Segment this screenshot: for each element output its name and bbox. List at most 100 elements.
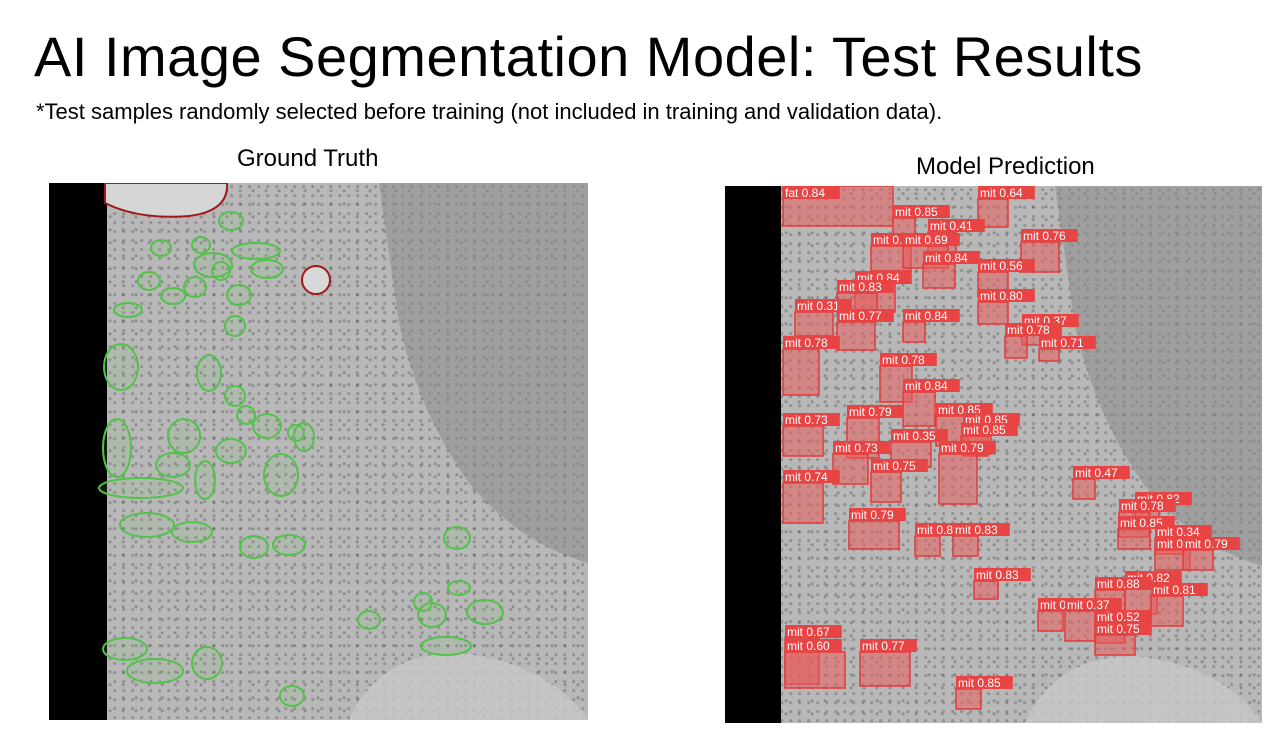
detection-label: mit 0.83 (955, 523, 998, 537)
detection-label-bg (961, 423, 1018, 436)
detection-box: mit 0.75 (1094, 622, 1152, 656)
mitochondrion-outline (194, 460, 216, 500)
mitochondrion-outline (224, 315, 246, 337)
detection-box: mit 0.73 (832, 441, 890, 485)
detection-mask (902, 321, 926, 343)
detection-label: mit 0.34 (1157, 525, 1200, 539)
detection-label: mit 0.31 (797, 299, 840, 313)
detection-box: mit 0.77 (836, 309, 894, 351)
mitochondrion-outline (119, 512, 175, 538)
mitochondrion-outline (287, 424, 305, 442)
detection-label-bg (978, 289, 1035, 302)
detection-label-bg (923, 251, 980, 264)
nucleus-region-bottom (349, 653, 588, 720)
mitochondrion-outline (263, 453, 299, 497)
detection-label: mit 0.79 (851, 508, 894, 522)
detection-label: mit 0.37 (1067, 598, 1110, 612)
detection-mask (1094, 634, 1136, 656)
detection-label-bg (956, 676, 1013, 689)
detection-label: mit 0.78 (1121, 499, 1164, 513)
detection-label-bg (837, 280, 894, 293)
detection-label: mit 0.76 (1023, 229, 1066, 243)
detection-label-bg (953, 523, 1010, 536)
mitochondrion-outline (443, 526, 471, 550)
ground-truth-overlay (49, 183, 588, 720)
detection-label: mit 0.83 (976, 568, 1019, 582)
mitochondrion-outline (191, 646, 223, 680)
detection-label-bg (1151, 583, 1208, 596)
detection-label: mit 0.47 (1075, 466, 1118, 480)
detection-mask (977, 301, 1009, 325)
mitochondrion-outline (226, 284, 252, 306)
detection-mask (782, 482, 824, 524)
detection-mask (1182, 549, 1214, 571)
mitochondrion-outline (215, 438, 247, 464)
detection-label-bg (903, 309, 960, 322)
detection-label: mit 0.78 (882, 353, 925, 367)
detection-mask (1150, 595, 1184, 627)
mitochondrion-outline (252, 413, 282, 439)
detection-mask (782, 348, 820, 396)
mitochondrion-outline (102, 637, 148, 661)
detection-mask (848, 520, 900, 550)
detection-label-bg (1073, 466, 1130, 479)
detection-label: mit 0.84 (925, 251, 968, 265)
mitochondrion-outline (103, 343, 139, 391)
detection-label-bg (891, 429, 948, 442)
detection-label: mit 0.75 (1097, 622, 1140, 636)
detection-label: mit 0.73 (785, 413, 828, 427)
detection-label-bg (1005, 323, 1062, 336)
detection-label-bg (1095, 622, 1152, 635)
detection-box: mit 0.79 (846, 405, 904, 459)
detection-label-bg (1183, 537, 1240, 550)
detection-label-bg (871, 459, 928, 472)
detection-label-bg (928, 219, 985, 232)
detection-label: mit 0.88 (1097, 577, 1140, 591)
detection-label-bg (1095, 577, 1152, 590)
detection-label-bg (978, 186, 1035, 199)
detection-label-bg (1039, 336, 1096, 349)
detection-mask (794, 311, 834, 337)
detection-box: mit 0.78 (879, 353, 937, 403)
mitochondrion-outline (191, 236, 211, 254)
detection-label: mit 0.35 (893, 429, 936, 443)
mitochondrion-outline (218, 211, 244, 231)
detection-label: mit 0.71 (1041, 336, 1084, 350)
detection-label: mit 0.84 (905, 309, 948, 323)
detection-mask (870, 471, 902, 503)
detection-box: mit 0.83 (973, 568, 1031, 600)
detection-box: mit 0.80 (977, 289, 1035, 325)
detection-box: mit 0.60 (784, 639, 846, 689)
detection-label: mit 0.67 (787, 625, 830, 639)
detection-box: mit 0.73 (782, 413, 840, 457)
detection-mask (1037, 610, 1064, 632)
detection-mask (902, 391, 936, 427)
detection-label: mit 0.78 (785, 336, 828, 350)
detection-box: mit 0.74 (782, 470, 840, 524)
detection-box: mit 0.84 (902, 379, 960, 427)
mitochondrion-outline (236, 405, 256, 425)
mitochondrion-outline (357, 610, 381, 630)
mitochondrion-outline (196, 354, 222, 392)
detection-label-bg (837, 309, 894, 322)
detection-label: mit 0.41 (930, 219, 973, 233)
detection-box: mit 0.85 (892, 205, 950, 235)
mitochondrion-outline (102, 418, 132, 478)
mitochondrion-outline (113, 302, 143, 318)
detection-label: mit 0.74 (785, 470, 828, 484)
detection-box: mit 0.83 (952, 523, 1010, 557)
detection-label-bg (1065, 598, 1122, 611)
detection-box: mit 0.79 (938, 441, 996, 505)
mitochondrion-outline (231, 242, 281, 260)
detection-box: mit 0.64 (977, 186, 1035, 228)
detection-box: mit 0.37 (1064, 598, 1122, 642)
detection-label-bg (936, 403, 993, 416)
slide-note: *Test samples randomly selected before t… (36, 99, 943, 124)
detection-box: mit 0.47 (1072, 466, 1130, 500)
model-prediction-label: Model Prediction (916, 153, 1095, 180)
detection-label: mit 0.83 (839, 280, 882, 294)
detection-label: mit 0.77 (862, 639, 905, 653)
detection-label-bg (939, 441, 996, 454)
mitochondrion-outline (420, 636, 472, 656)
detection-mask (1117, 528, 1151, 550)
